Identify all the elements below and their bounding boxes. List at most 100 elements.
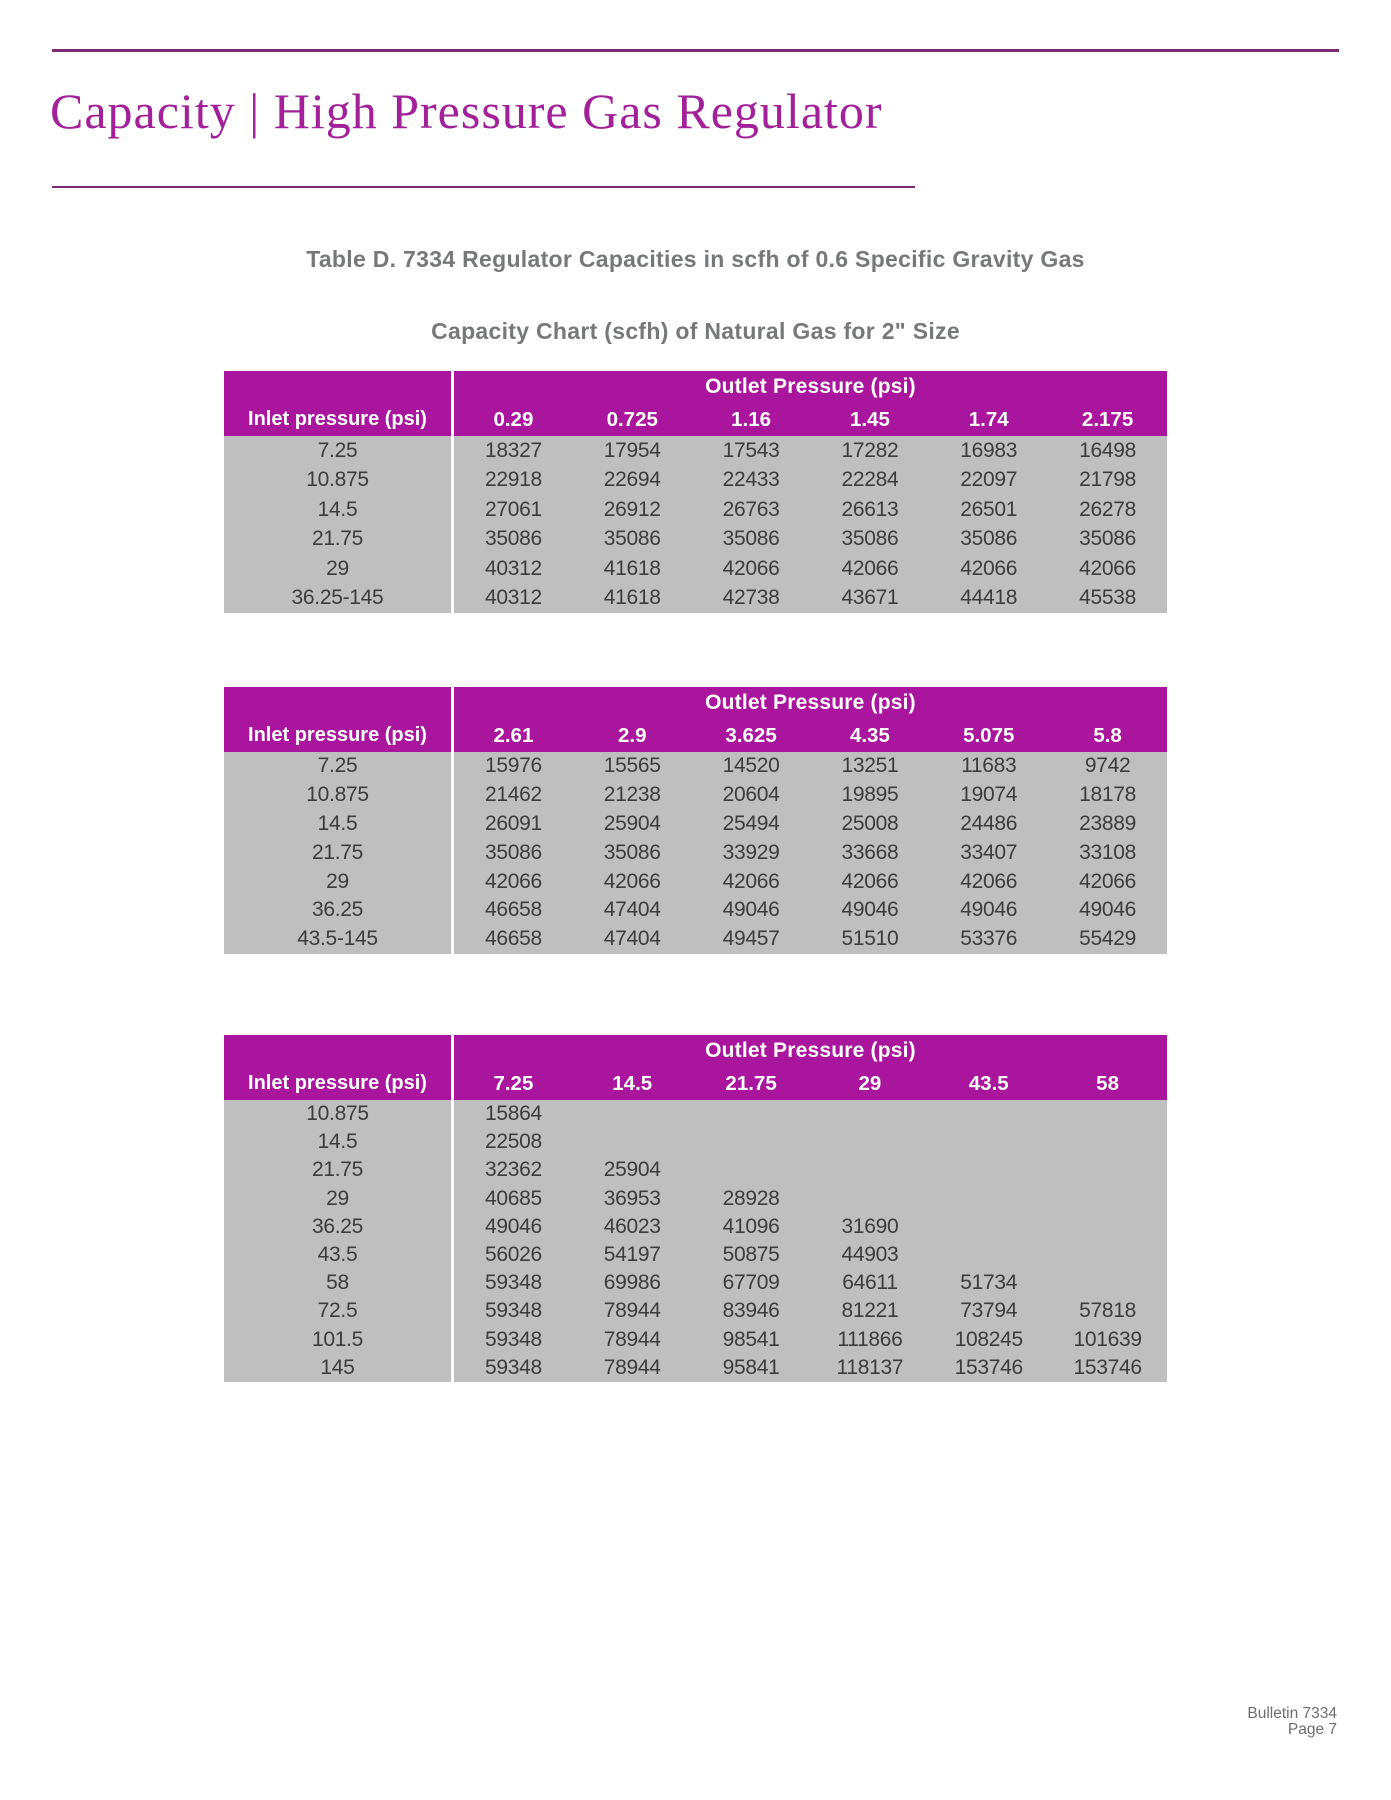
capacity-value-cell: 33929 <box>691 838 811 868</box>
table-corner-cell <box>224 1035 454 1067</box>
outlet-pressure-header: Outlet Pressure (psi) <box>454 371 1167 403</box>
inlet-value-cell: 10.875 <box>224 780 454 810</box>
capacity-value-cell: 33407 <box>929 838 1049 868</box>
header-rule-top <box>52 49 1339 52</box>
outlet-col-label: 1.45 <box>810 403 930 436</box>
capacity-value-cell: 25904 <box>572 809 692 839</box>
capacity-value-cell: 42066 <box>810 867 930 896</box>
capacity-value-cell: 24486 <box>929 809 1049 839</box>
capacity-value-cell: 25494 <box>691 809 811 839</box>
inlet-value-cell: 10.875 <box>224 1100 454 1129</box>
capacity-value-cell: 23889 <box>1048 809 1167 839</box>
capacity-value-cell: 153746 <box>1048 1353 1167 1382</box>
capacity-value-cell: 35086 <box>572 524 692 554</box>
capacity-table-1: Outlet Pressure (psi) Inlet pressure (psi… <box>224 371 1167 613</box>
inlet-pressure-header: Inlet pressure (psi) <box>224 719 454 752</box>
capacity-value-cell: 22508 <box>454 1128 573 1157</box>
capacity-value-cell: 13251 <box>810 752 930 781</box>
capacity-value-cell: 42066 <box>691 867 811 896</box>
outlet-pressure-header: Outlet Pressure (psi) <box>454 687 1167 719</box>
capacity-value-cell: 17954 <box>572 436 692 466</box>
outlet-col-label: 5.8 <box>1048 719 1167 752</box>
capacity-value-cell: 49046 <box>810 895 930 925</box>
capacity-value-cell: 16983 <box>929 436 1049 466</box>
table-corner-cell <box>224 687 454 719</box>
capacity-value-cell: 108245 <box>929 1325 1049 1354</box>
table-caption: Table D. 7334 Regulator Capacities in sc… <box>306 246 1085 272</box>
capacity-value-cell: 20604 <box>691 780 811 810</box>
capacity-value-cell: 18178 <box>1048 780 1167 810</box>
capacity-table-3: Outlet Pressure (psi) Inlet pressure (psi… <box>224 1035 1167 1382</box>
capacity-value-cell: 78944 <box>572 1353 692 1382</box>
inlet-value-cell: 101.5 <box>224 1325 454 1354</box>
capacity-value-cell: 26278 <box>1048 495 1167 525</box>
capacity-value-cell: 46023 <box>572 1212 692 1241</box>
outlet-col-label: 21.75 <box>691 1067 811 1100</box>
capacity-value-cell: 42066 <box>572 867 692 896</box>
capacity-value-cell: 42066 <box>929 867 1049 896</box>
capacity-value-cell <box>572 1128 692 1157</box>
capacity-value-cell: 22433 <box>691 465 811 495</box>
capacity-value-cell: 47404 <box>572 895 692 925</box>
capacity-value-cell: 49046 <box>454 1212 573 1241</box>
capacity-value-cell <box>929 1212 1049 1241</box>
capacity-value-cell: 42066 <box>454 867 573 896</box>
inlet-value-cell: 36.25 <box>224 1212 454 1241</box>
capacity-value-cell: 49046 <box>1048 895 1167 925</box>
capacity-value-cell: 47404 <box>572 924 692 954</box>
capacity-value-cell: 17282 <box>810 436 930 466</box>
outlet-col-label: 2.175 <box>1048 403 1167 436</box>
capacity-value-cell <box>691 1100 811 1129</box>
capacity-value-cell: 35086 <box>1048 524 1167 554</box>
footer-page: Page 7 <box>1287 1721 1337 1738</box>
capacity-value-cell: 40312 <box>454 554 573 584</box>
capacity-value-cell: 19074 <box>929 780 1049 810</box>
inlet-value-cell: 29 <box>224 554 454 584</box>
capacity-value-cell: 49046 <box>691 895 811 925</box>
capacity-value-cell <box>929 1128 1049 1157</box>
capacity-value-cell <box>810 1100 930 1129</box>
inlet-value-cell: 36.25 <box>224 895 454 925</box>
capacity-value-cell: 21238 <box>572 780 692 810</box>
outlet-pressure-header: Outlet Pressure (psi) <box>454 1035 1167 1067</box>
inlet-pressure-header: Inlet pressure (psi) <box>224 1067 454 1100</box>
outlet-col-label: 4.35 <box>810 719 930 752</box>
capacity-value-cell: 19895 <box>810 780 930 810</box>
capacity-value-cell <box>1048 1184 1167 1213</box>
capacity-value-cell: 69986 <box>572 1269 692 1298</box>
capacity-value-cell: 26613 <box>810 495 930 525</box>
table-subcaption: Capacity Chart (scfh) of Natural Gas for… <box>431 318 960 344</box>
capacity-value-cell: 59348 <box>454 1325 573 1354</box>
page-title: Capacity | High Pressure Gas Regulator <box>50 83 883 139</box>
capacity-value-cell: 43671 <box>810 583 930 613</box>
inlet-value-cell: 43.5 <box>224 1240 454 1270</box>
capacity-value-cell <box>929 1100 1049 1129</box>
capacity-value-cell: 49046 <box>929 895 1049 925</box>
capacity-value-cell: 46658 <box>454 895 573 925</box>
outlet-col-label: 5.075 <box>929 719 1049 752</box>
capacity-value-cell: 33668 <box>810 838 930 868</box>
capacity-value-cell: 42066 <box>1048 867 1167 896</box>
capacity-value-cell: 54197 <box>572 1240 692 1270</box>
capacity-value-cell: 42066 <box>929 554 1049 584</box>
inlet-value-cell: 145 <box>224 1353 454 1382</box>
capacity-value-cell <box>1048 1128 1167 1157</box>
capacity-value-cell: 35086 <box>454 838 573 868</box>
capacity-value-cell: 56026 <box>454 1240 573 1270</box>
outlet-col-label: 1.16 <box>691 403 811 436</box>
capacity-value-cell: 78944 <box>572 1325 692 1354</box>
outlet-col-label: 3.625 <box>691 719 811 752</box>
capacity-value-cell <box>810 1184 930 1213</box>
capacity-value-cell <box>1048 1269 1167 1298</box>
capacity-value-cell: 26091 <box>454 809 573 839</box>
capacity-value-cell: 28928 <box>691 1184 811 1213</box>
capacity-value-cell: 27061 <box>454 495 573 525</box>
capacity-value-cell: 35086 <box>929 524 1049 554</box>
capacity-value-cell <box>691 1156 811 1185</box>
capacity-value-cell <box>1048 1240 1167 1270</box>
capacity-value-cell: 40685 <box>454 1184 573 1213</box>
capacity-value-cell: 101639 <box>1048 1325 1167 1354</box>
capacity-value-cell: 153746 <box>929 1353 1049 1382</box>
capacity-value-cell: 36953 <box>572 1184 692 1213</box>
outlet-col-label: 58 <box>1048 1067 1167 1100</box>
